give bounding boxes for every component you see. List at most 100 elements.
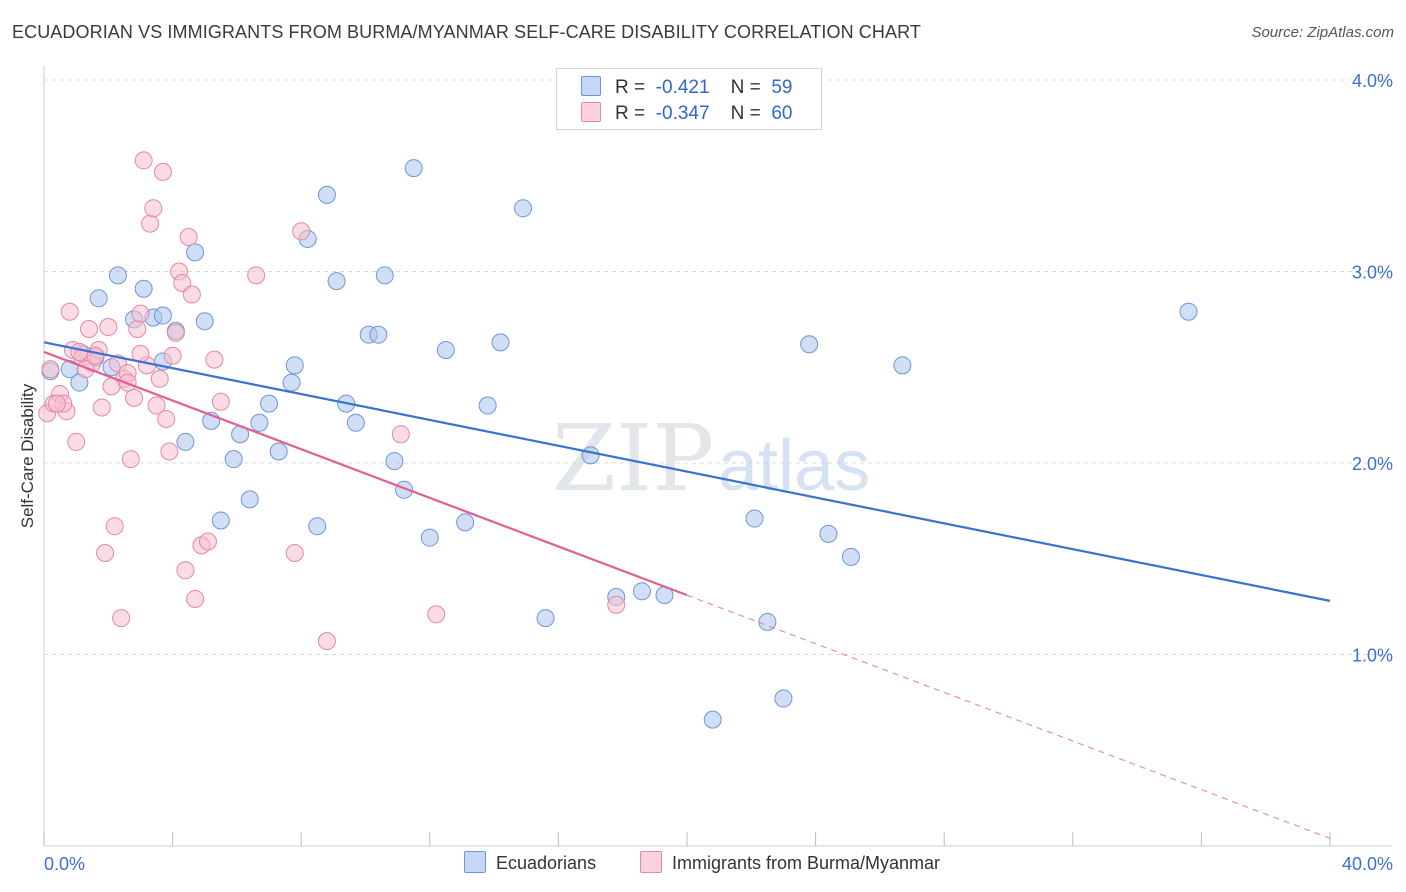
trend-line-burma [43,350,688,597]
point-burma [150,369,169,388]
source-label: Source: ZipAtlas.com [1251,24,1394,41]
legend-row-ecuadorians: R = -0.421 N = 59 [581,76,792,100]
point-ecuadorians [260,394,279,413]
point-ecuadorians [108,266,127,285]
point-burma [67,432,86,451]
point-ecuadorians [346,413,365,432]
point-ecuadorians [250,413,269,432]
n-value-burma: 60 [771,103,793,124]
point-burma [147,396,166,415]
point-ecuadorians [1179,302,1198,321]
point-ecuadorians [282,373,301,392]
point-burma [105,517,124,536]
point-ecuadorians [745,509,764,528]
point-ecuadorians [514,199,533,218]
x-tick-label-max: 40.0% [1342,854,1393,874]
point-burma [186,589,205,608]
point-ecuadorians [269,442,288,461]
point-burma [292,222,311,241]
point-ecuadorians [893,356,912,375]
legend-row-burma: R = -0.347 N = 60 [581,102,792,126]
point-ecuadorians [186,243,205,262]
point-ecuadorians [436,341,455,360]
y-tick-label: 1.0% [1352,646,1393,666]
point-ecuadorians [404,159,423,178]
point-ecuadorians [800,335,819,354]
trend-line-burma-extension [686,594,1331,839]
point-ecuadorians [195,312,214,331]
y-tick-label: 4.0% [1352,71,1393,91]
axes [43,66,1392,847]
chart-title: ECUADORIAN VS IMMIGRANTS FROM BURMA/MYAN… [12,22,921,42]
watermark: ZIP atlas [552,405,870,512]
grid-lines [44,79,1392,655]
legend-swatch-pink [581,102,601,122]
point-burma [134,151,153,170]
bottom-legend-label-burma: Immigrants from Burma/Myanmar [672,853,941,873]
point-ecuadorians [491,333,510,352]
r-label: R = [615,77,646,98]
point-burma [247,266,266,285]
point-burma [182,285,201,304]
point-ecuadorians [375,266,394,285]
point-burma [80,319,99,338]
point-burma [205,350,224,369]
point-ecuadorians [153,306,172,325]
point-burma [211,392,230,411]
point-ecuadorians [308,517,327,536]
r-value-burma: -0.347 [655,103,710,124]
n-label: N = [730,77,761,98]
point-burma [173,273,192,292]
point-ecuadorians [536,609,555,628]
point-ecuadorians [819,524,838,543]
point-ecuadorians [385,452,404,471]
point-burma [157,409,176,428]
bottom-legend-swatch-pink [640,851,662,873]
trend-lines [43,341,1331,839]
point-burma [285,544,304,563]
point-ecuadorians [211,511,230,530]
legend-swatch-blue [581,76,601,96]
point-ecuadorians [420,528,439,547]
point-ecuadorians [456,513,475,532]
point-burma [99,318,118,337]
point-burma [198,532,217,551]
point-burma [607,595,626,614]
point-burma [76,360,95,379]
point-burma [176,561,195,580]
r-label: R = [615,103,646,124]
point-burma [391,425,410,444]
point-burma [128,319,147,338]
correlation-legend: R = -0.421 N = 59 R = -0.347 N = 60 [556,68,822,130]
point-ecuadorians [369,325,388,344]
point-burma [131,304,150,323]
bottom-legend-burma: Immigrants from Burma/Myanmar [640,851,940,874]
point-burma [96,544,115,563]
point-ecuadorians [703,710,722,729]
point-burma [47,394,66,413]
point-burma [179,228,198,247]
point-burma [112,609,131,628]
bottom-legend-ecuadorians: Ecuadorians [464,851,596,874]
point-burma [317,632,336,651]
point-ecuadorians [327,272,346,291]
point-burma [163,346,182,365]
point-ecuadorians [176,432,195,451]
y-tick-label: 3.0% [1352,263,1393,283]
point-ecuadorians [758,612,777,631]
point-ecuadorians [581,446,600,465]
watermark-zip: ZIP [552,405,714,512]
point-burma [144,199,163,218]
n-label: N = [730,103,761,124]
point-ecuadorians [240,490,259,509]
point-burma [427,605,446,624]
point-burma [86,346,105,365]
point-burma [141,214,160,233]
point-ecuadorians [841,547,860,566]
bottom-legend-label-ecuadorians: Ecuadorians [496,853,597,873]
data-points [38,151,1198,729]
point-burma [125,388,144,407]
y-axis-label: Self-Care Disability [18,383,37,529]
point-ecuadorians [285,356,304,375]
